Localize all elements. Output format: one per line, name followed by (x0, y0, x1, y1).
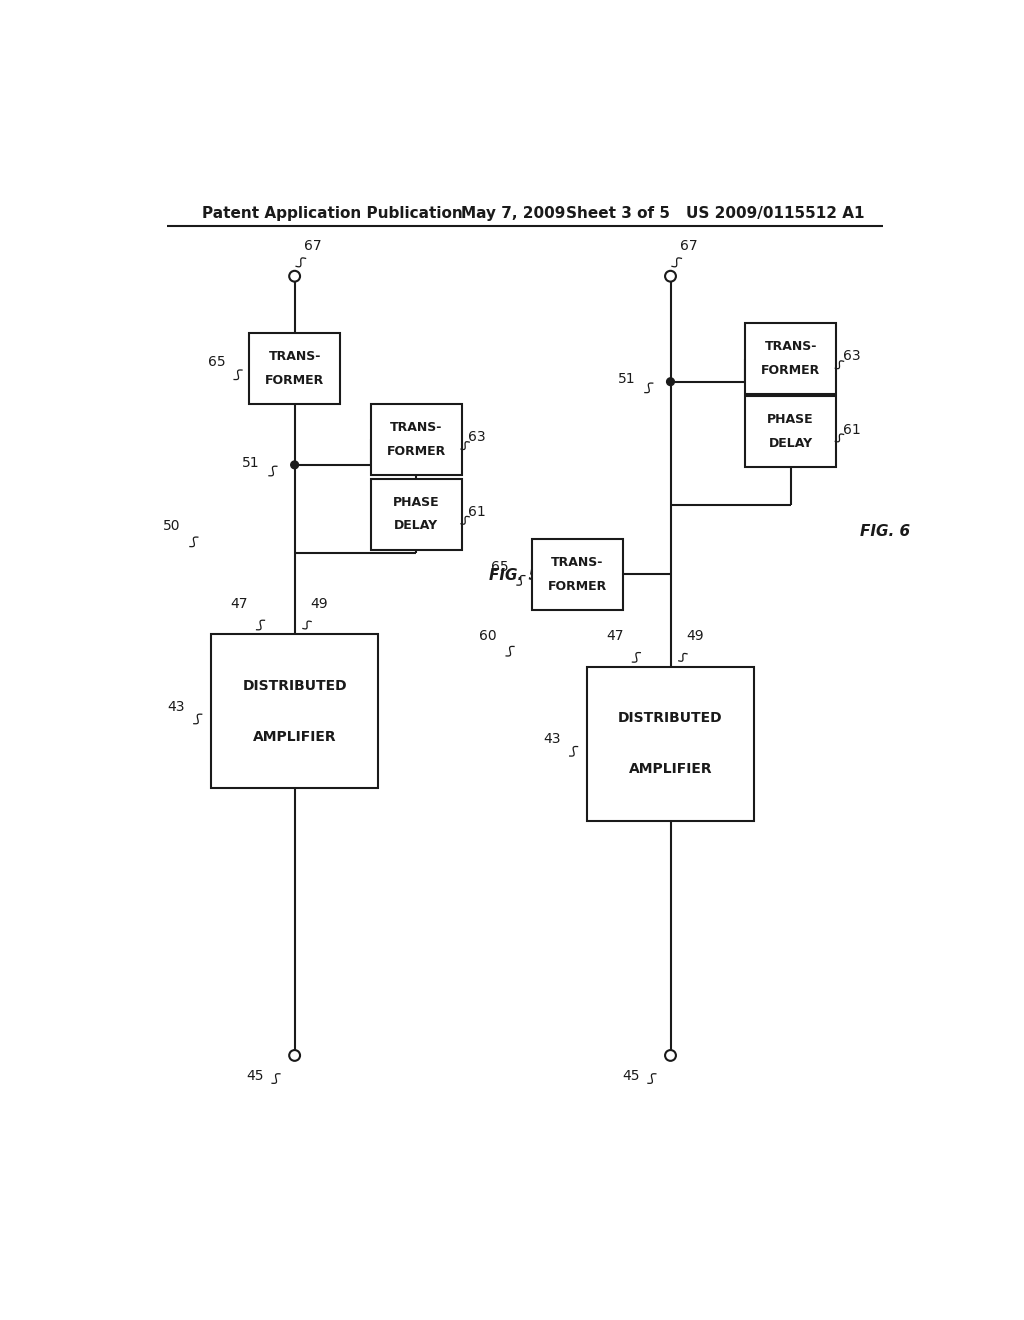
Text: FIG. 6: FIG. 6 (859, 524, 909, 540)
Text: Patent Application Publication: Patent Application Publication (202, 206, 463, 222)
Circle shape (667, 378, 675, 385)
Text: US 2009/0115512 A1: US 2009/0115512 A1 (686, 206, 864, 222)
Text: 63: 63 (843, 350, 860, 363)
Text: 67: 67 (304, 239, 322, 253)
Text: AMPLIFIER: AMPLIFIER (253, 730, 337, 744)
Text: FORMER: FORMER (265, 374, 325, 387)
Text: May 7, 2009: May 7, 2009 (461, 206, 565, 222)
Text: 60: 60 (479, 628, 497, 643)
Text: AMPLIFIER: AMPLIFIER (629, 762, 713, 776)
Text: 51: 51 (618, 372, 636, 387)
Bar (531, 539, 624, 610)
Circle shape (289, 1051, 300, 1061)
Text: 61: 61 (843, 422, 860, 437)
Text: 67: 67 (680, 239, 697, 253)
Text: TRANS-: TRANS- (268, 350, 321, 363)
Bar (744, 323, 837, 395)
Text: DELAY: DELAY (394, 520, 438, 532)
Bar (211, 635, 378, 788)
Bar (249, 333, 340, 404)
Text: 49: 49 (310, 597, 328, 611)
Text: 63: 63 (468, 430, 485, 445)
Text: DELAY: DELAY (769, 437, 813, 450)
Text: DISTRIBUTED: DISTRIBUTED (618, 711, 723, 725)
Text: 65: 65 (490, 560, 509, 574)
Bar (744, 396, 837, 467)
Circle shape (289, 271, 300, 281)
Text: 43: 43 (167, 700, 184, 714)
Text: TRANS-: TRANS- (551, 556, 604, 569)
Text: TRANS-: TRANS- (390, 421, 442, 434)
Text: 47: 47 (230, 597, 248, 611)
Text: 45: 45 (246, 1069, 263, 1084)
Bar (371, 479, 462, 549)
Text: 43: 43 (543, 733, 560, 746)
Circle shape (665, 271, 676, 281)
Text: PHASE: PHASE (393, 496, 439, 508)
Bar (587, 667, 754, 821)
Text: TRANS-: TRANS- (765, 341, 817, 354)
Text: FORMER: FORMER (387, 445, 445, 458)
Text: 61: 61 (468, 506, 486, 519)
Bar (371, 404, 462, 475)
Text: FIG. 5: FIG. 5 (489, 568, 540, 583)
Circle shape (291, 461, 299, 469)
Circle shape (665, 1051, 676, 1061)
Text: 45: 45 (622, 1069, 640, 1084)
Text: 49: 49 (686, 630, 703, 644)
Text: 65: 65 (208, 355, 225, 368)
Text: 50: 50 (163, 520, 180, 533)
Text: 47: 47 (606, 630, 624, 644)
Text: PHASE: PHASE (767, 413, 814, 426)
Text: 51: 51 (242, 455, 260, 470)
Text: FORMER: FORMER (761, 364, 820, 378)
Text: Sheet 3 of 5: Sheet 3 of 5 (566, 206, 670, 222)
Text: DISTRIBUTED: DISTRIBUTED (243, 678, 347, 693)
Text: FORMER: FORMER (548, 579, 607, 593)
